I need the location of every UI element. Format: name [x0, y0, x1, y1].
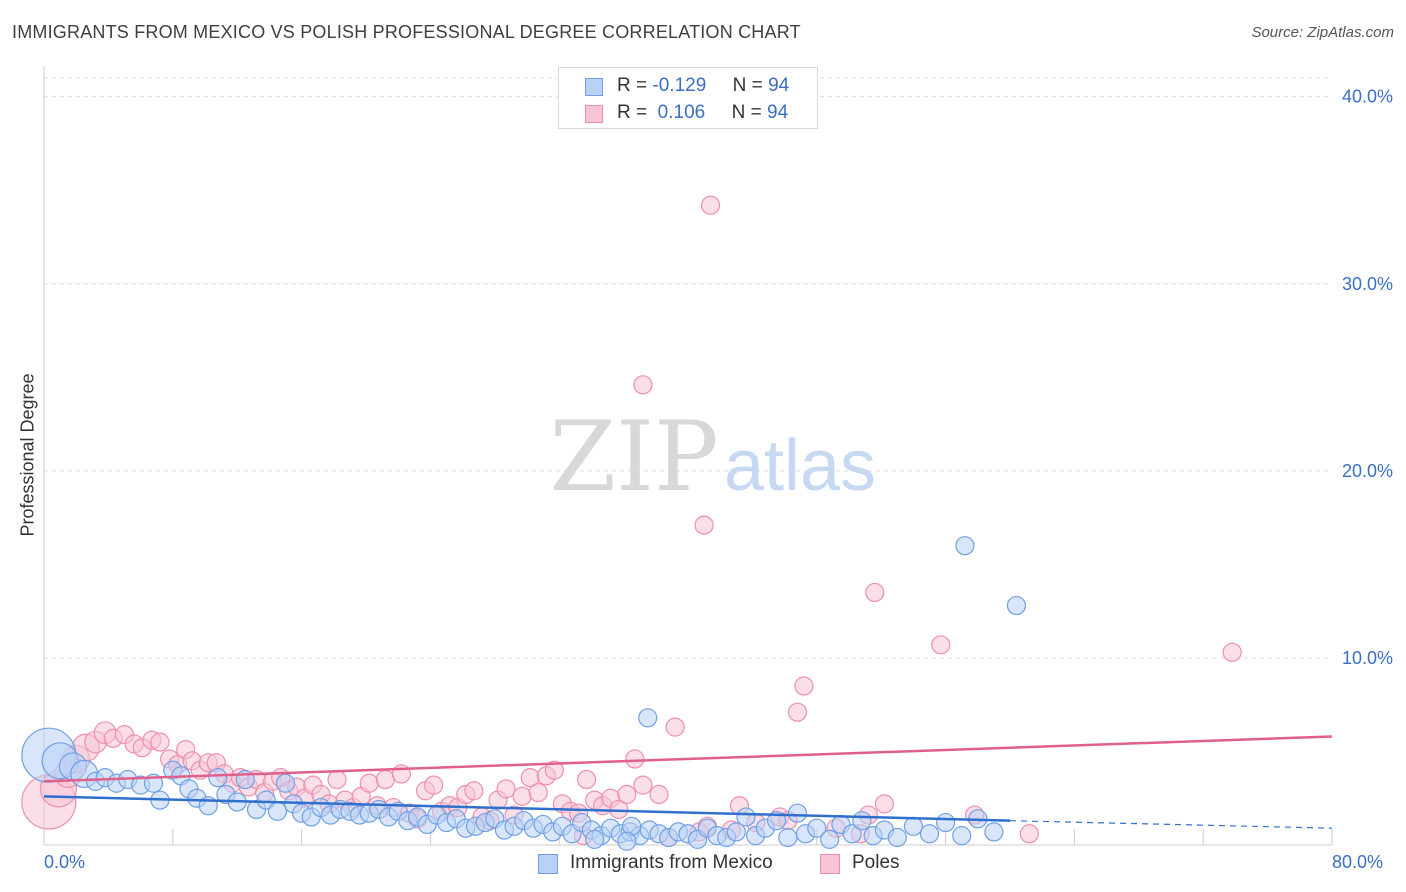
trend-line-poles	[43, 735, 1333, 783]
watermark-atlas: atlas	[724, 426, 876, 506]
bottom-legend-label-mexico: Immigrants from Mexico	[570, 852, 773, 873]
series-mexico-points	[21, 536, 1027, 851]
x-tick-max: 80.0%	[1332, 852, 1384, 872]
mexico-point	[778, 827, 798, 848]
trend-line-mexico	[43, 795, 1011, 822]
mexico-point	[638, 708, 658, 728]
y-tick-label: 30.0%	[1342, 274, 1393, 294]
mexico-point	[787, 803, 808, 823]
poles-point	[512, 786, 532, 806]
y-tick-label: 10.0%	[1342, 648, 1393, 668]
mexico-point	[267, 801, 288, 821]
mexico-point	[1006, 595, 1027, 616]
poles-point	[665, 717, 685, 737]
poles-point	[794, 676, 814, 696]
legend-r-label: R =	[617, 75, 648, 96]
poles-point	[865, 582, 885, 603]
chart-source: Source: ZipAtlas.com	[1251, 24, 1394, 41]
poles-point	[150, 732, 170, 752]
bottom-legend-swatch-poles	[820, 854, 840, 874]
y-tick-labels: 10.0% 20.0% 30.0% 40.0%	[1342, 87, 1393, 668]
poles-point	[931, 635, 951, 655]
mexico-point	[935, 812, 956, 833]
poles-point	[528, 783, 548, 803]
gridlines	[44, 77, 1332, 659]
legend-n-value-mexico: 94	[768, 75, 790, 96]
trend-line-mexico-extension	[1009, 820, 1333, 829]
poles-point	[874, 794, 895, 814]
mexico-point	[736, 807, 756, 827]
watermark: ZIP atlas	[549, 401, 876, 513]
poles-point	[359, 773, 379, 793]
mexico-point	[807, 818, 827, 838]
legend-r-label: R =	[617, 102, 648, 123]
legend-n-label: N =	[732, 75, 763, 96]
legend-swatch-mexico	[585, 78, 603, 96]
mexico-point	[919, 824, 940, 844]
poles-point	[633, 375, 653, 395]
legend-swatch-poles	[585, 105, 603, 123]
poles-point	[625, 749, 645, 769]
mexico-point	[275, 773, 296, 793]
bottom-legend-swatch-mexico	[538, 854, 558, 874]
mexico-point	[617, 831, 637, 851]
legend-n-label: N =	[731, 102, 762, 123]
poles-point	[464, 781, 484, 801]
poles-point	[496, 779, 516, 799]
mexico-point	[887, 827, 907, 848]
poles-point	[700, 195, 721, 215]
poles-point	[544, 760, 564, 780]
trend-lines	[43, 735, 1333, 829]
poles-point	[787, 702, 808, 722]
mexico-point	[984, 822, 1004, 842]
correlation-legend: R = -0.129 N = 94 R = 0.106 N = 94	[558, 67, 818, 129]
poles-point	[617, 784, 637, 805]
y-axis-label: Professional Degree	[17, 373, 38, 537]
poles-point	[327, 769, 347, 790]
y-tick-label: 40.0%	[1342, 87, 1393, 107]
mexico-point	[955, 536, 975, 556]
poles-point	[1019, 824, 1039, 844]
mexico-point	[952, 826, 972, 846]
mexico-point	[726, 822, 746, 842]
poles-point	[1222, 642, 1242, 662]
mexico-point	[903, 816, 924, 836]
poles-point	[576, 769, 597, 790]
legend-r-value-mexico: -0.129	[652, 75, 707, 96]
x-tick-min: 0.0%	[44, 852, 86, 872]
mexico-point	[842, 824, 862, 844]
mexico-point	[820, 829, 840, 849]
legend-r-value-poles: 0.106	[652, 102, 706, 123]
poles-point	[375, 769, 395, 790]
legend-n-value-poles: 94	[767, 102, 789, 123]
y-tick-label: 20.0%	[1342, 461, 1393, 481]
mexico-point	[585, 829, 605, 849]
bottom-legend-label-poles: Poles	[852, 852, 900, 873]
poles-point	[649, 784, 669, 805]
poles-point	[633, 775, 653, 795]
poles-point	[694, 515, 714, 535]
mexico-point	[208, 768, 228, 788]
series-poles-points	[21, 195, 1242, 848]
mexico-point	[852, 811, 872, 831]
watermark-zip: ZIP	[549, 401, 718, 513]
chart-title: IMMIGRANTS FROM MEXICO VS POLISH PROFESS…	[12, 22, 801, 42]
mexico-point	[766, 811, 787, 831]
poles-point	[424, 775, 444, 795]
